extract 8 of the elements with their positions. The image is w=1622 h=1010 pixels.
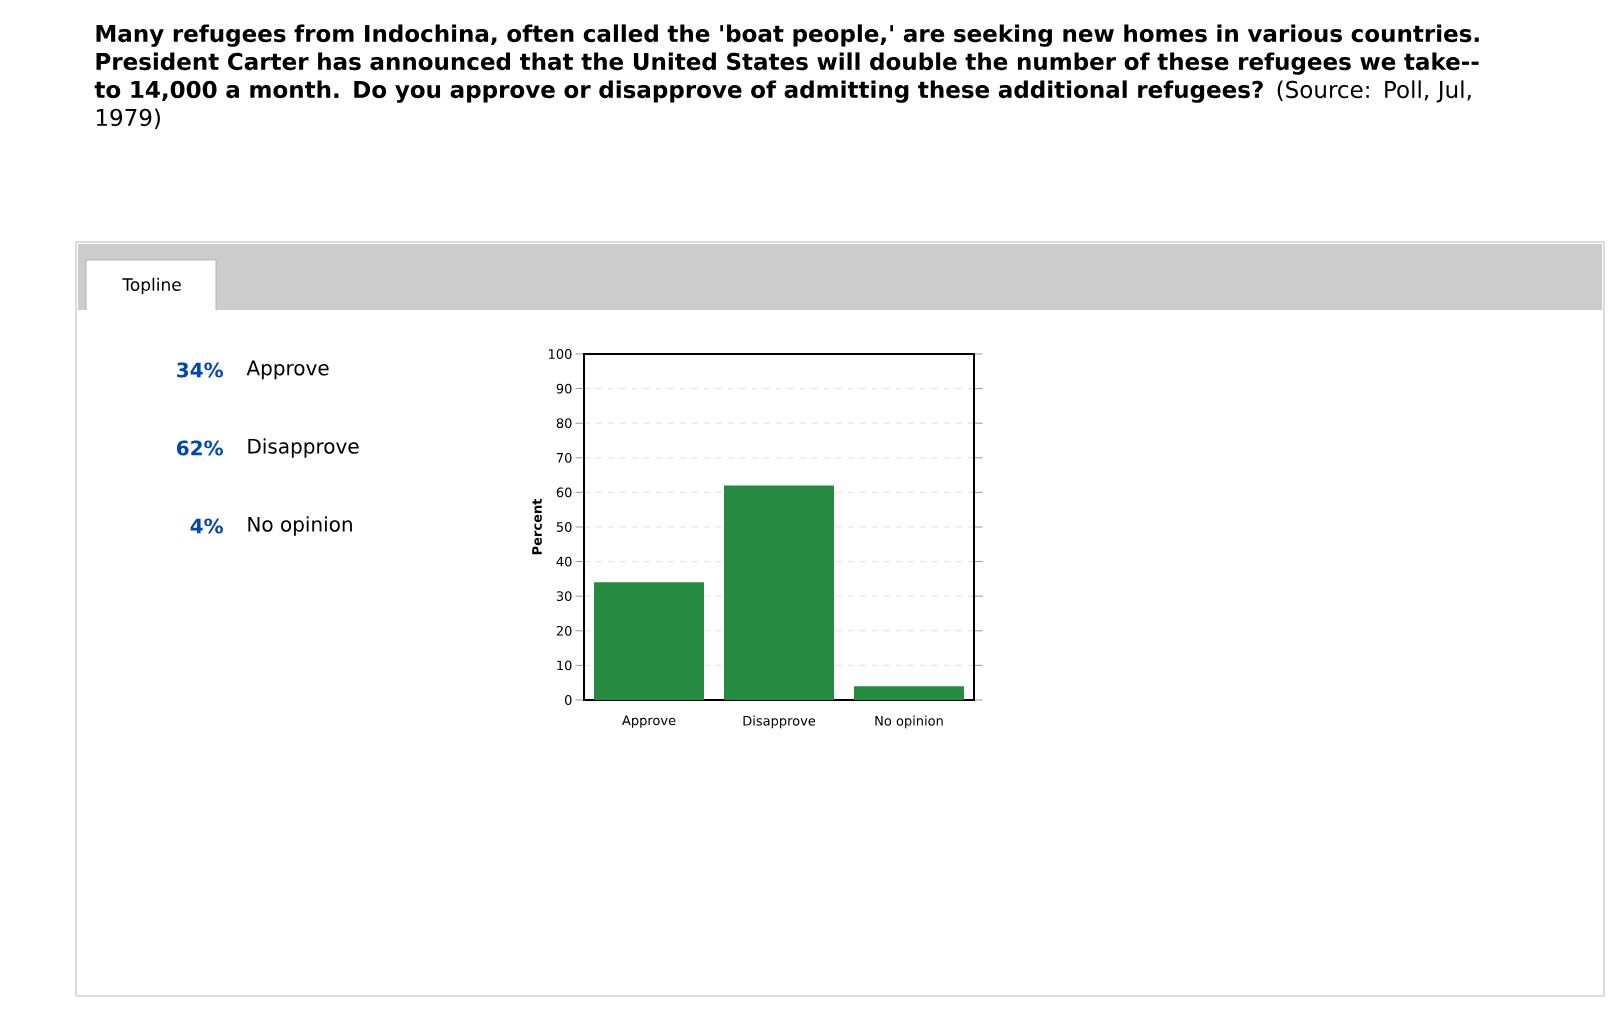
text: 4% (190, 518, 223, 534)
category-label: Approve (246, 360, 329, 380)
category-label: Disapprove (248, 438, 359, 458)
text: 34% (177, 362, 223, 378)
chart-title: Many refugees from Indochina, often called the 'boat people,' are seeking new homes in various countries. President Carter has announced that the United States will double the number of these refugees we take--to 14,000 a month. Do you approve or disapprove of admitting these additional refugees? (Source: Poll, Jul, 1979) (94, 24, 1479, 129)
category-label: No opinion (248, 516, 352, 536)
text: Topline (122, 277, 181, 295)
text: 62% (177, 440, 223, 456)
